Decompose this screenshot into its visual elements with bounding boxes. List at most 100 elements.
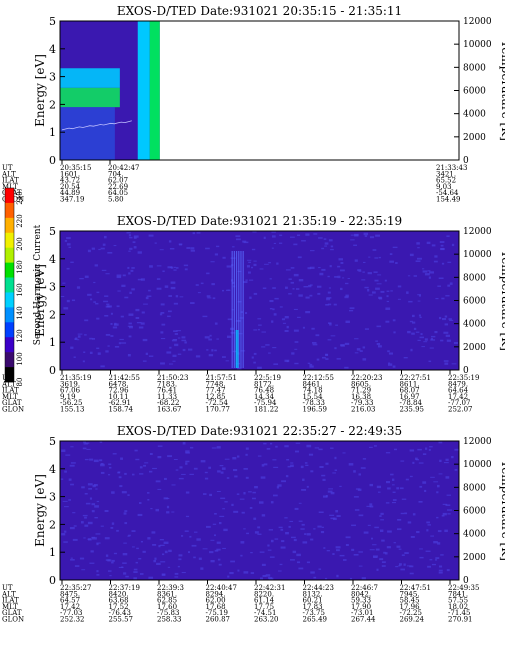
ephemeris-cell: 22:20:23 xyxy=(351,374,382,382)
noise-pixel xyxy=(118,342,122,345)
noise-pixel xyxy=(77,333,83,335)
noise-pixel xyxy=(72,512,76,514)
y2-tick-label: 8000 xyxy=(463,63,486,73)
noise-pixel xyxy=(330,492,335,495)
y-tick-label: 5 xyxy=(49,435,56,448)
ephemeris-cell: -62.91 xyxy=(109,399,131,407)
noise-pixel xyxy=(214,322,218,325)
ephemeris-cell: 255.57 xyxy=(109,616,134,624)
noise-pixel xyxy=(369,549,375,551)
noise-pixel xyxy=(324,245,327,247)
noise-pixel xyxy=(345,294,349,297)
noise-pixel xyxy=(386,290,390,292)
noise-pixel xyxy=(125,575,129,578)
ephemeris-cell: 76.48 xyxy=(254,387,274,395)
noise-pixel xyxy=(284,330,289,332)
noise-pixel xyxy=(351,524,356,527)
noise-pixel xyxy=(307,267,312,270)
noise-pixel xyxy=(185,452,190,454)
noise-pixel xyxy=(204,477,209,480)
noise-pixel xyxy=(247,259,252,261)
noise-pixel xyxy=(81,521,84,524)
y2-axis-label: Temperature [K] xyxy=(499,250,505,351)
noise-pixel xyxy=(116,529,119,532)
noise-pixel xyxy=(325,462,329,465)
ephemeris-cell: 22:44:23 xyxy=(303,584,334,592)
noise-pixel xyxy=(148,289,151,292)
ephemeris-cell: 71.29 xyxy=(351,387,371,395)
noise-pixel xyxy=(380,529,384,532)
noise-pixel xyxy=(279,234,283,237)
y2-tick-label: 0 xyxy=(463,576,469,586)
noise-pixel xyxy=(204,471,208,474)
noise-pixel xyxy=(304,462,308,464)
noise-pixel xyxy=(437,542,441,545)
ephemeris-cell: 8294. xyxy=(206,590,226,598)
noise-pixel xyxy=(245,447,249,450)
ephemeris-cell: -78.33 xyxy=(303,399,325,407)
ephemeris-cell: 270.91 xyxy=(448,616,473,624)
noise-pixel xyxy=(160,362,165,365)
noise-pixel xyxy=(223,528,228,532)
noise-pixel xyxy=(161,573,166,576)
noise-pixel xyxy=(296,288,300,290)
noise-pixel xyxy=(267,549,272,551)
noise-pixel xyxy=(334,347,337,350)
noise-pixel xyxy=(175,469,179,471)
noise-pixel xyxy=(168,295,172,297)
noise-pixel xyxy=(64,470,67,473)
noise-pixel xyxy=(167,315,171,318)
vertical-band xyxy=(137,21,150,160)
noise-pixel xyxy=(330,447,334,449)
noise-pixel xyxy=(133,236,137,239)
noise-pixel xyxy=(396,545,401,548)
noise-pixel xyxy=(381,539,385,542)
noise-pixel xyxy=(284,517,288,519)
noise-pixel xyxy=(105,273,110,275)
y-tick-label: 0 xyxy=(49,364,56,377)
noise-pixel xyxy=(91,503,96,506)
noise-pixel xyxy=(67,243,71,246)
noise-pixel xyxy=(417,339,421,341)
noise-pixel xyxy=(190,446,194,449)
noise-pixel xyxy=(343,559,347,561)
noise-pixel xyxy=(388,352,394,355)
noise-pixel xyxy=(297,561,301,564)
noise-pixel xyxy=(107,559,112,562)
noise-pixel xyxy=(345,536,351,539)
noise-pixel xyxy=(202,548,208,550)
noise-pixel xyxy=(84,334,87,336)
noise-pixel xyxy=(154,557,157,560)
noise-pixel xyxy=(181,473,186,475)
noise-pixel xyxy=(287,465,291,468)
noise-pixel xyxy=(273,242,276,244)
y2-tick-label: 4000 xyxy=(463,530,486,540)
noise-pixel xyxy=(279,306,283,308)
noise-pixel xyxy=(358,270,362,272)
noise-pixel xyxy=(385,452,391,454)
noise-pixel xyxy=(160,312,165,314)
noise-pixel xyxy=(389,253,393,256)
noise-pixel xyxy=(451,243,455,247)
noise-pixel xyxy=(224,501,228,503)
noise-pixel xyxy=(390,473,394,476)
ephemeris-cell: -76.43 xyxy=(109,609,131,617)
noise-pixel xyxy=(87,249,91,253)
noise-pixel xyxy=(117,471,121,474)
noise-pixel xyxy=(145,297,149,300)
noise-pixel xyxy=(353,554,359,556)
ephemeris-cell: 74.18 xyxy=(303,387,323,395)
noise-pixel xyxy=(209,551,214,554)
noise-pixel xyxy=(325,354,329,356)
ephemeris-cell: 76.41 xyxy=(157,387,177,395)
noise-pixel xyxy=(345,282,349,285)
noise-pixel xyxy=(430,476,435,478)
noise-pixel xyxy=(392,478,395,481)
ephemeris-cell: -68.22 xyxy=(157,399,179,407)
noise-pixel xyxy=(273,466,279,468)
ephemeris-row-label: GLAT xyxy=(2,399,22,407)
noise-pixel xyxy=(263,463,268,466)
noise-pixel xyxy=(340,262,344,264)
ephemeris-cell: -56.25 xyxy=(60,399,82,407)
noise-pixel xyxy=(252,491,256,494)
